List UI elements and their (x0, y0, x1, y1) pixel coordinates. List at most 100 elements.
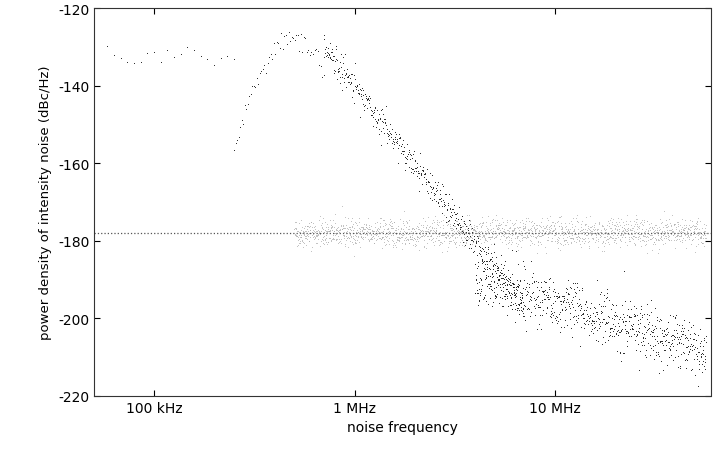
Point (629, 240, 640, 247)
Point (168, 54, 180, 61)
Point (602, 239, 614, 247)
Point (195, 53, 207, 61)
Point (370, 118, 382, 125)
Point (682, 233, 694, 240)
Point (289, 219, 301, 227)
Point (629, 312, 640, 319)
Point (244, 93, 255, 100)
Point (567, 313, 579, 321)
Point (405, 228, 417, 235)
Point (298, 231, 310, 238)
Point (512, 233, 523, 240)
Point (466, 228, 478, 236)
Point (500, 293, 511, 300)
Point (471, 230, 482, 238)
Point (331, 231, 342, 238)
Point (486, 256, 497, 263)
Point (310, 223, 321, 230)
Point (663, 329, 674, 336)
Point (526, 240, 537, 247)
Point (488, 241, 500, 248)
Point (497, 232, 508, 239)
Point (251, 76, 262, 83)
Point (602, 231, 613, 238)
Point (369, 116, 381, 124)
Point (615, 243, 626, 251)
Point (651, 225, 663, 232)
Point (188, 48, 200, 55)
Point (508, 221, 520, 228)
Point (605, 332, 617, 339)
Point (495, 287, 507, 294)
Point (314, 229, 326, 237)
Point (574, 342, 586, 349)
Point (568, 313, 579, 320)
Point (653, 223, 665, 231)
Point (519, 317, 531, 324)
Point (331, 43, 342, 50)
Point (652, 313, 663, 320)
Point (487, 228, 499, 235)
Point (514, 219, 526, 227)
Point (475, 222, 486, 230)
Point (367, 114, 378, 121)
Point (381, 141, 393, 148)
Point (339, 72, 351, 80)
Point (616, 231, 627, 238)
Point (647, 347, 659, 354)
Point (587, 329, 599, 336)
Point (297, 238, 308, 246)
Point (682, 335, 693, 342)
Point (291, 228, 303, 235)
Point (697, 346, 708, 354)
Point (600, 339, 611, 346)
Point (435, 218, 447, 225)
Point (365, 111, 377, 119)
Point (473, 290, 484, 297)
Point (468, 226, 479, 233)
Point (589, 230, 600, 237)
Point (399, 235, 411, 243)
Point (402, 219, 413, 227)
Point (641, 316, 652, 323)
Point (478, 258, 490, 265)
Point (394, 135, 405, 142)
Point (354, 231, 365, 238)
Point (481, 261, 493, 268)
Point (395, 231, 407, 238)
Point (366, 227, 378, 234)
Point (463, 227, 474, 234)
Point (442, 202, 454, 209)
Point (515, 278, 526, 285)
Point (650, 237, 662, 244)
Point (580, 221, 592, 228)
Point (610, 219, 622, 227)
Point (632, 321, 644, 328)
Point (455, 233, 467, 241)
Point (338, 235, 349, 243)
Point (676, 324, 688, 332)
Point (484, 256, 496, 263)
Point (673, 233, 684, 240)
Point (584, 229, 596, 237)
Point (399, 237, 410, 244)
Point (626, 227, 638, 234)
Point (621, 226, 633, 233)
Point (586, 234, 597, 242)
Point (518, 227, 530, 234)
Point (545, 225, 557, 233)
Point (541, 231, 552, 238)
Point (370, 230, 381, 237)
Point (616, 328, 627, 335)
Point (395, 143, 407, 150)
Point (340, 84, 352, 91)
Point (352, 227, 363, 234)
Point (558, 298, 569, 306)
Point (679, 349, 690, 356)
Point (336, 226, 348, 233)
Point (403, 149, 415, 157)
Point (638, 310, 650, 318)
Point (474, 247, 486, 254)
Point (534, 304, 546, 311)
Point (385, 131, 397, 138)
